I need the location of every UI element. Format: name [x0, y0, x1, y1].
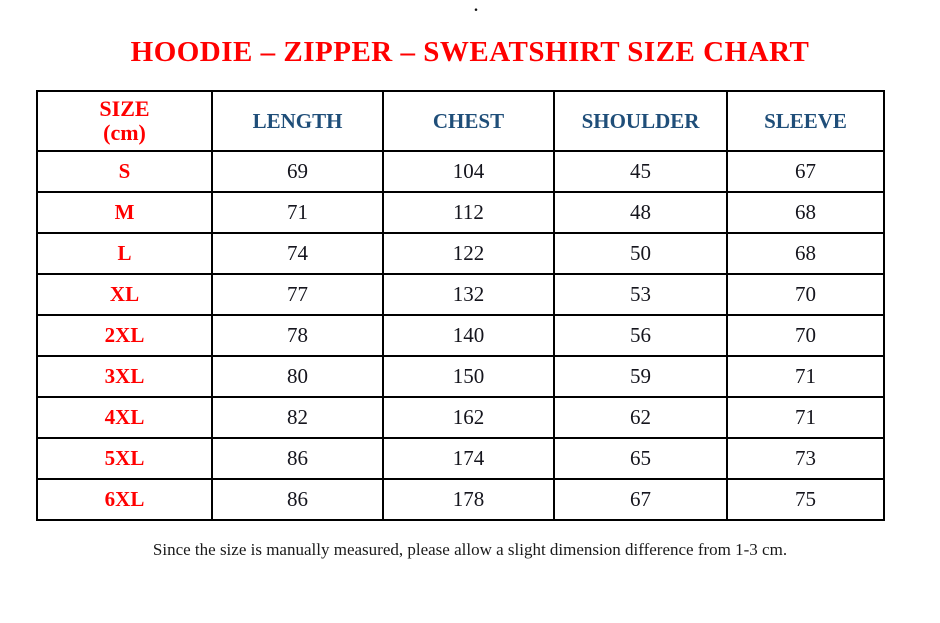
sleeve-value: 68 [726, 232, 885, 276]
size-row-l: L 74 122 50 68 [36, 232, 885, 276]
table-body: S 69 104 45 67 M 71 112 48 68 L 74 122 50 68 XL 77 132 53 7… [36, 150, 885, 522]
sleeve-value: 73 [726, 437, 885, 481]
column-header-shoulder: SHOULDER [553, 90, 728, 153]
shoulder-value: 62 [553, 396, 728, 440]
length-value: 86 [211, 437, 384, 481]
length-value: 80 [211, 355, 384, 399]
length-value: 77 [211, 273, 384, 317]
sleeve-value: 71 [726, 396, 885, 440]
chest-value: 104 [382, 150, 555, 194]
size-row-s: S 69 104 45 67 [36, 150, 885, 194]
shoulder-value: 45 [553, 150, 728, 194]
size-label: 2XL [36, 314, 213, 358]
size-row-m: M 71 112 48 68 [36, 191, 885, 235]
chest-value: 178 [382, 478, 555, 522]
top-dot-mark: . [474, 0, 478, 15]
size-row-xl: XL 77 132 53 70 [36, 273, 885, 317]
measurement-disclaimer: Since the size is manually measured, ple… [152, 540, 788, 560]
shoulder-value: 65 [553, 437, 728, 481]
length-value: 74 [211, 232, 384, 276]
chest-value: 150 [382, 355, 555, 399]
shoulder-value: 53 [553, 273, 728, 317]
size-label: XL [36, 273, 213, 317]
shoulder-value: 59 [553, 355, 728, 399]
chest-value: 140 [382, 314, 555, 358]
sleeve-value: 71 [726, 355, 885, 399]
length-value: 71 [211, 191, 384, 235]
size-label: L [36, 232, 213, 276]
size-row-2xl: 2XL 78 140 56 70 [36, 314, 885, 358]
chest-value: 132 [382, 273, 555, 317]
size-label: 4XL [36, 396, 213, 440]
sleeve-value: 68 [726, 191, 885, 235]
shoulder-value: 50 [553, 232, 728, 276]
size-row-3xl: 3XL 80 150 59 71 [36, 355, 885, 399]
size-label: 6XL [36, 478, 213, 522]
size-label: 3XL [36, 355, 213, 399]
chest-value: 162 [382, 396, 555, 440]
column-header-length: LENGTH [211, 90, 384, 153]
size-row-6xl: 6XL 86 178 67 75 [36, 478, 885, 522]
size-row-4xl: 4XL 82 162 62 71 [36, 396, 885, 440]
sleeve-value: 70 [726, 273, 885, 317]
sleeve-value: 67 [726, 150, 885, 194]
page-title: HOODIE – ZIPPER – SWEATSHIRT SIZE CHART [130, 36, 810, 68]
shoulder-value: 67 [553, 478, 728, 522]
size-label: 5XL [36, 437, 213, 481]
column-header-size: SIZE (cm) [36, 90, 213, 153]
table-header: SIZE (cm) LENGTH CHEST SHOULDER SLEEVE [36, 90, 885, 153]
length-value: 78 [211, 314, 384, 358]
size-label: M [36, 191, 213, 235]
size-row-5xl: 5XL 86 174 65 73 [36, 437, 885, 481]
column-header-chest: CHEST [382, 90, 555, 153]
chest-value: 174 [382, 437, 555, 481]
size-label: S [36, 150, 213, 194]
column-header-sleeve: SLEEVE [726, 90, 885, 153]
sleeve-value: 75 [726, 478, 885, 522]
shoulder-value: 56 [553, 314, 728, 358]
chest-value: 112 [382, 191, 555, 235]
sleeve-value: 70 [726, 314, 885, 358]
length-value: 86 [211, 478, 384, 522]
chest-value: 122 [382, 232, 555, 276]
header-row: SIZE (cm) LENGTH CHEST SHOULDER SLEEVE [36, 90, 885, 153]
length-value: 82 [211, 396, 384, 440]
length-value: 69 [211, 150, 384, 194]
shoulder-value: 48 [553, 191, 728, 235]
size-chart-table: SIZE (cm) LENGTH CHEST SHOULDER SLEEVE S 69 10… [36, 90, 885, 522]
